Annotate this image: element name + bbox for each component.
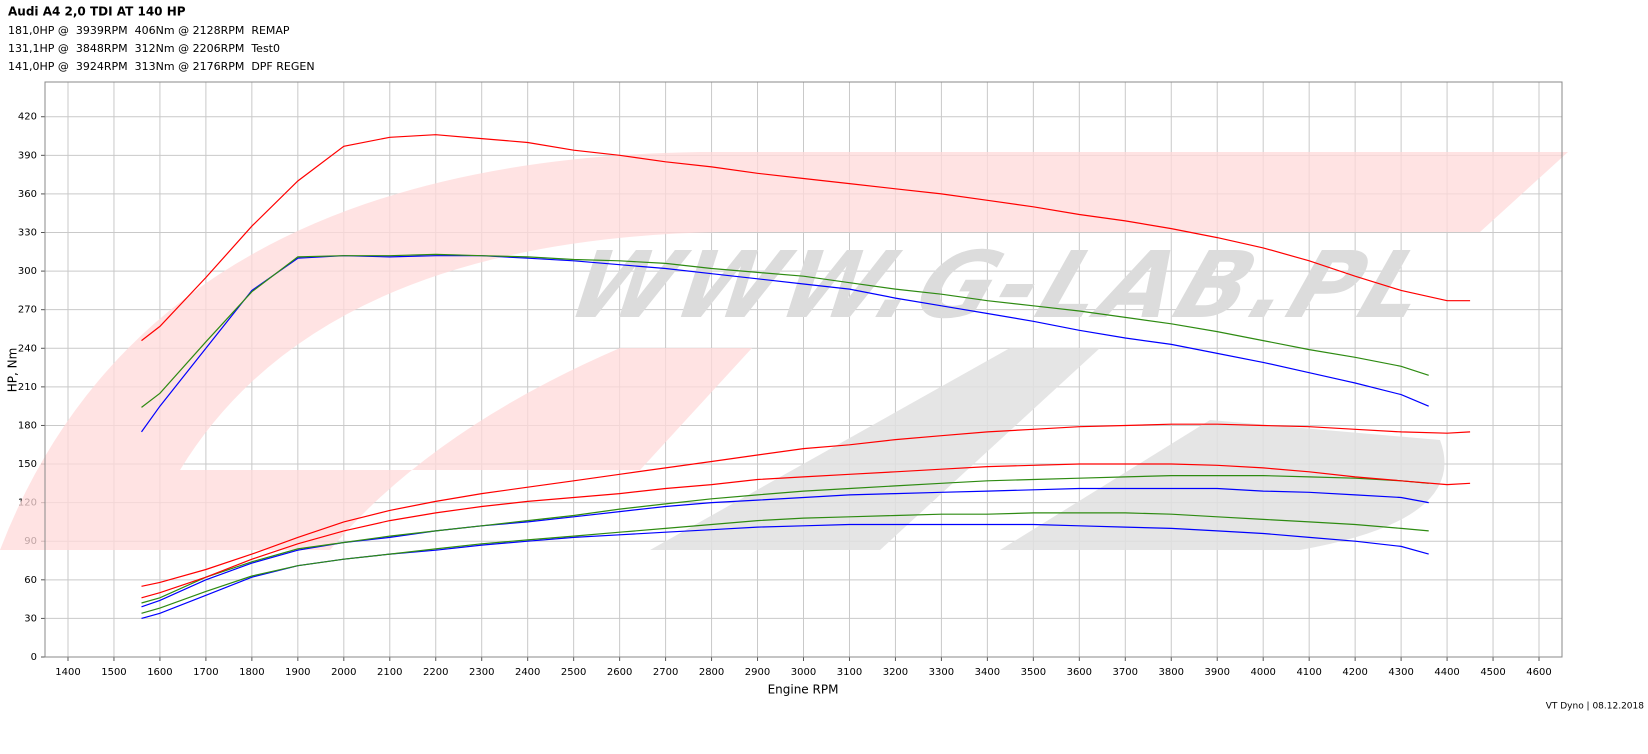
series-line [141, 475, 1429, 604]
footer: VT Dyno | 08.12.2018 [1546, 702, 1645, 712]
series-line [141, 253, 1429, 408]
x-tick-label: 2100 [377, 667, 402, 678]
x-tick-label: 1500 [101, 667, 126, 678]
x-tick-label: 2000 [331, 667, 356, 678]
y-tick-label: 180 [18, 420, 37, 431]
x-axis-label: Engine RPM [768, 683, 839, 697]
x-tick-label: 2400 [515, 667, 540, 678]
y-tick-label: 240 [18, 343, 37, 354]
legend-entry: 141,0HP @ 3924RPM 313Nm @ 2176RPM DPF RE… [8, 60, 315, 73]
legend-entry: 181,0HP @ 3939RPM 406Nm @ 2128RPM REMAP [8, 24, 290, 37]
plot-frame [44, 81, 1563, 658]
x-tick-label: 4400 [1434, 667, 1459, 678]
x-tick-label: 3300 [929, 667, 954, 678]
x-tick-label: 4300 [1388, 667, 1413, 678]
x-tick-label: 2500 [561, 667, 586, 678]
x-tick-label: 4100 [1296, 667, 1321, 678]
x-tick-label: 2900 [745, 667, 770, 678]
y-tick-label: 420 [18, 112, 37, 123]
x-tick-label: 3100 [837, 667, 862, 678]
x-tick-label: 2300 [469, 667, 494, 678]
legend-entry: 131,1HP @ 3848RPM 312Nm @ 2206RPM Test0 [8, 42, 280, 55]
x-tick-label: 3700 [1113, 667, 1138, 678]
x-tick-label: 4500 [1480, 667, 1505, 678]
x-tick-label: 1800 [239, 667, 264, 678]
x-tick-label: 1400 [55, 667, 80, 678]
x-tick-label: 3500 [1021, 667, 1046, 678]
x-tick-label: 2200 [423, 667, 448, 678]
y-tick-label: 60 [24, 575, 37, 586]
watermark-text: WWW.G-LAB.PL [555, 233, 1448, 340]
x-tick-label: 3900 [1205, 667, 1230, 678]
watermark: WWW.G-LAB.PL [0, 152, 1568, 550]
x-tick-label: 3800 [1159, 667, 1184, 678]
y-axis-label: HP, Nm [6, 348, 20, 393]
y-tick-label: 390 [18, 150, 37, 161]
x-tick-label: 1600 [147, 667, 172, 678]
series-line [141, 512, 1429, 614]
x-tick-label: 2600 [607, 667, 632, 678]
x-tick-label: 1900 [285, 667, 310, 678]
watermark-swoosh [0, 152, 1568, 550]
x-tick-label: 4200 [1342, 667, 1367, 678]
y-tick-label: 360 [18, 189, 37, 200]
x-tick-label: 2700 [653, 667, 678, 678]
y-tick-label: 330 [18, 228, 37, 239]
watermark-logo [650, 348, 1445, 550]
y-tick-label: 150 [18, 459, 37, 470]
x-tick-label: 3200 [883, 667, 908, 678]
lines [141, 134, 1471, 619]
y-tick-label: 300 [18, 266, 37, 277]
y-tick-label: 210 [18, 382, 37, 393]
x-tick-label: 2800 [699, 667, 724, 678]
y-tick-label: 30 [24, 613, 37, 624]
x-tick-label: 3400 [975, 667, 1000, 678]
series-line [141, 423, 1471, 587]
series-line [141, 134, 1471, 342]
x-tick-label: 3600 [1067, 667, 1092, 678]
y-tick-label: 270 [18, 305, 37, 316]
x-tick-label: 4000 [1250, 667, 1275, 678]
series-line [141, 463, 1471, 599]
y-tick-label: 0 [31, 652, 37, 663]
chart-title: Audi A4 2,0 TDI AT 140 HP [8, 5, 186, 19]
x-tick-label: 3000 [791, 667, 816, 678]
x-tick-label: 4600 [1526, 667, 1551, 678]
x-tick-label: 1700 [193, 667, 218, 678]
